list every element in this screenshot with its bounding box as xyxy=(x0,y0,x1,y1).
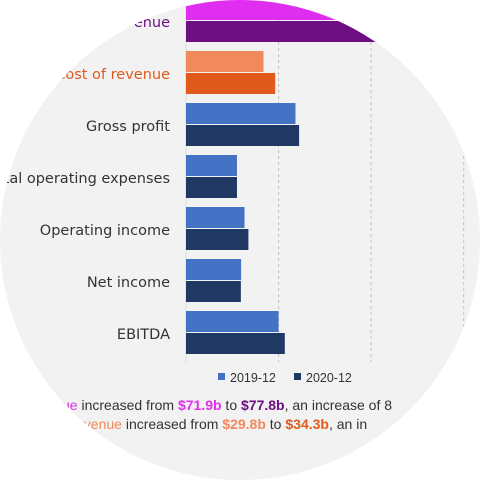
bar-cost-of-revenue-2020 xyxy=(186,73,276,94)
bar-gross-profit-2020 xyxy=(186,125,300,146)
caption-1-part-2: increased from xyxy=(78,397,178,413)
bars xyxy=(186,0,389,354)
category-label-operating-income: Operating income xyxy=(40,223,170,239)
captions: ue increased from $71.9b to $77.8b, an i… xyxy=(62,397,392,432)
caption-line-1: ue increased from $71.9b to $77.8b, an i… xyxy=(62,397,392,413)
legend-swatch-2019-12 xyxy=(218,373,225,380)
bar-revenue-2020 xyxy=(186,21,389,42)
category-label-gross-profit: Gross profit xyxy=(86,119,170,135)
bar-cost-of-revenue-2019 xyxy=(186,51,264,72)
caption-1-part-1: ue xyxy=(62,397,78,413)
legend: 2019-12 2020-12 xyxy=(218,371,352,385)
caption-2-part-2: increased from xyxy=(122,416,222,432)
caption-2-part-5: $34.3b xyxy=(285,416,329,432)
category-label-revenue: evenue xyxy=(116,15,170,31)
bar-total-operating-expenses-2020 xyxy=(186,177,237,198)
caption-1-part-5: $77.8b xyxy=(241,397,285,413)
bar-gross-profit-2019 xyxy=(186,103,296,124)
bar-operating-income-2020 xyxy=(186,229,249,250)
category-label-total-operating-expenses: otal operating expenses xyxy=(0,171,170,187)
category-label-cost-of-revenue: Cost of revenue xyxy=(55,67,170,83)
caption-2-part-6: , an in xyxy=(329,416,367,432)
bar-ebitda-2020 xyxy=(186,333,285,354)
caption-2-part-4: to xyxy=(266,416,285,432)
legend-swatch-2020-12 xyxy=(294,373,301,380)
bar-net-income-2020 xyxy=(186,281,241,302)
category-label-ebitda: EBITDA xyxy=(117,327,170,343)
caption-2-part-1: evenue xyxy=(76,416,122,432)
category-label-net-income: Net income xyxy=(87,275,170,291)
caption-1-part-6: , an increase of 8 xyxy=(285,397,393,413)
bar-revenue-2019 xyxy=(186,0,373,20)
bar-net-income-2019 xyxy=(186,259,242,280)
caption-1-part-3: $71.9b xyxy=(178,397,222,413)
bar-ebitda-2019 xyxy=(186,311,279,332)
caption-line-2: evenue increased from $29.8b to $34.3b, … xyxy=(76,416,367,432)
legend-label-2020-12: 2020-12 xyxy=(306,371,352,385)
bar-operating-income-2019 xyxy=(186,207,245,228)
bar-total-operating-expenses-2019 xyxy=(186,155,237,176)
caption-1-part-4: to xyxy=(222,397,241,413)
legend-label-2019-12: 2019-12 xyxy=(230,371,276,385)
caption-2-part-3: $29.8b xyxy=(222,416,266,432)
category-labels: evenue Cost of revenue Gross profit otal op… xyxy=(0,15,170,343)
